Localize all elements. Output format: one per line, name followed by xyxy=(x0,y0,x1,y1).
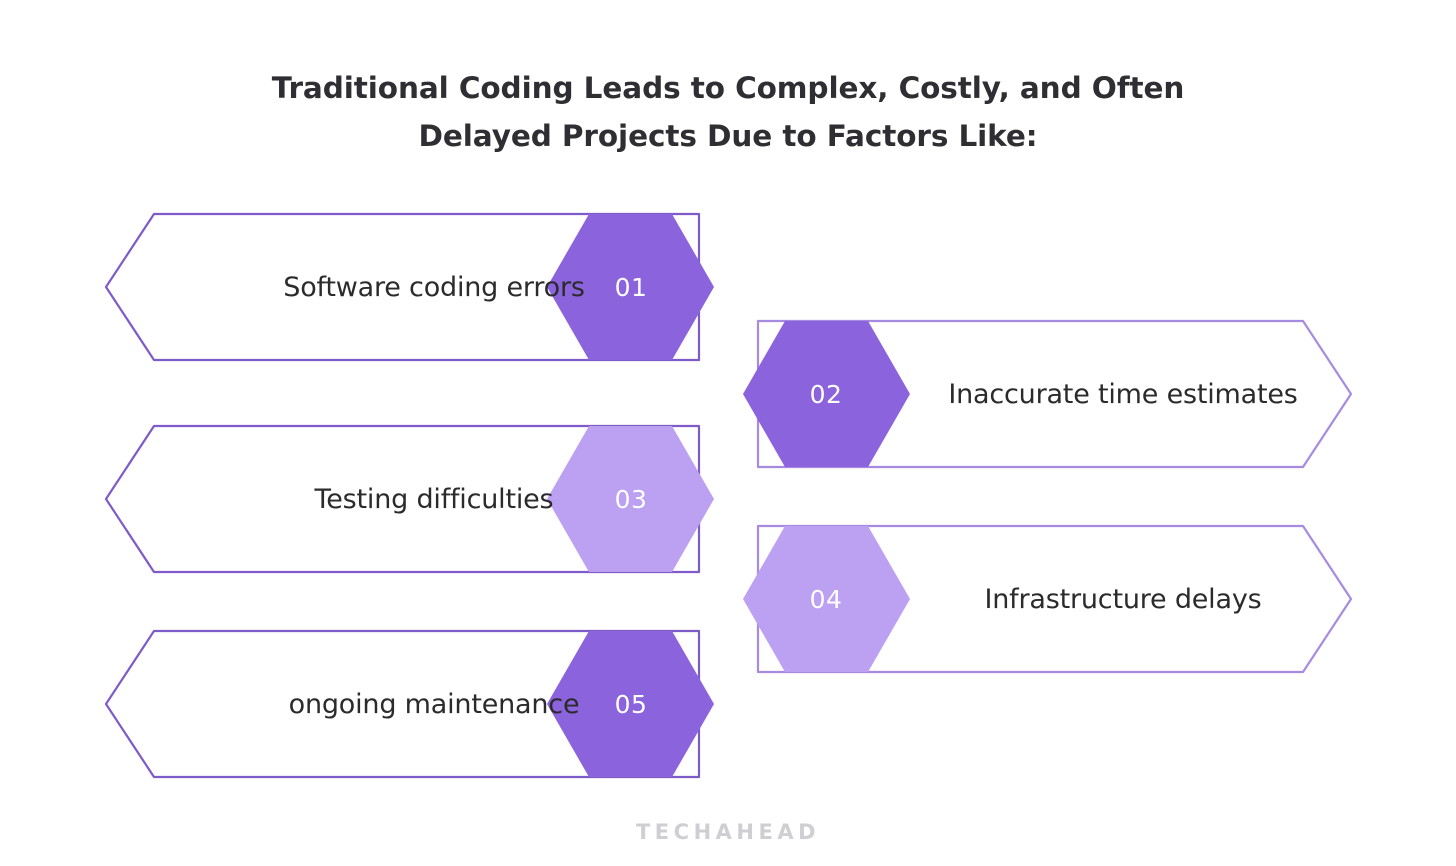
item-05-number: 05 xyxy=(614,689,648,719)
page-title: Traditional Coding Leads to Complex, Cos… xyxy=(0,64,1456,160)
item-02[interactable]: Inaccurate time estimates 02 xyxy=(741,319,1353,469)
item-02-label: Inaccurate time estimates xyxy=(948,378,1298,410)
item-02-shape xyxy=(743,319,1353,469)
brand-watermark: TECHAHEAD xyxy=(635,820,820,844)
item-03-number: 03 xyxy=(614,484,648,514)
item-04-hexagon xyxy=(743,526,910,672)
item-01-label: Software coding errors xyxy=(283,271,585,303)
item-04-number: 04 xyxy=(809,584,843,614)
item-05-hexagon xyxy=(547,631,714,777)
item-03-label: Testing difficulties xyxy=(314,483,554,515)
item-03-hexagon xyxy=(547,426,714,572)
item-05-shape xyxy=(104,629,714,779)
item-03[interactable]: Testing difficulties 03 xyxy=(104,424,716,574)
item-01[interactable]: Software coding errors 01 xyxy=(104,212,716,362)
item-02-number: 02 xyxy=(809,379,843,409)
item-05[interactable]: ongoing maintenance 05 xyxy=(104,629,716,779)
item-04-label: Infrastructure delays xyxy=(984,583,1262,615)
item-05-label: ongoing maintenance xyxy=(288,688,580,720)
page-title-line-2: Delayed Projects Due to Factors Like: xyxy=(418,119,1038,153)
item-01-hexagon xyxy=(547,214,714,360)
item-03-shape xyxy=(104,424,714,574)
item-04-shape xyxy=(743,524,1353,674)
item-02-hexagon xyxy=(743,321,910,467)
item-04[interactable]: Infrastructure delays 04 xyxy=(741,524,1353,674)
item-01-shape xyxy=(104,212,714,362)
item-01-number: 01 xyxy=(614,272,648,302)
page-title-line-1: Traditional Coding Leads to Complex, Cos… xyxy=(271,71,1185,105)
